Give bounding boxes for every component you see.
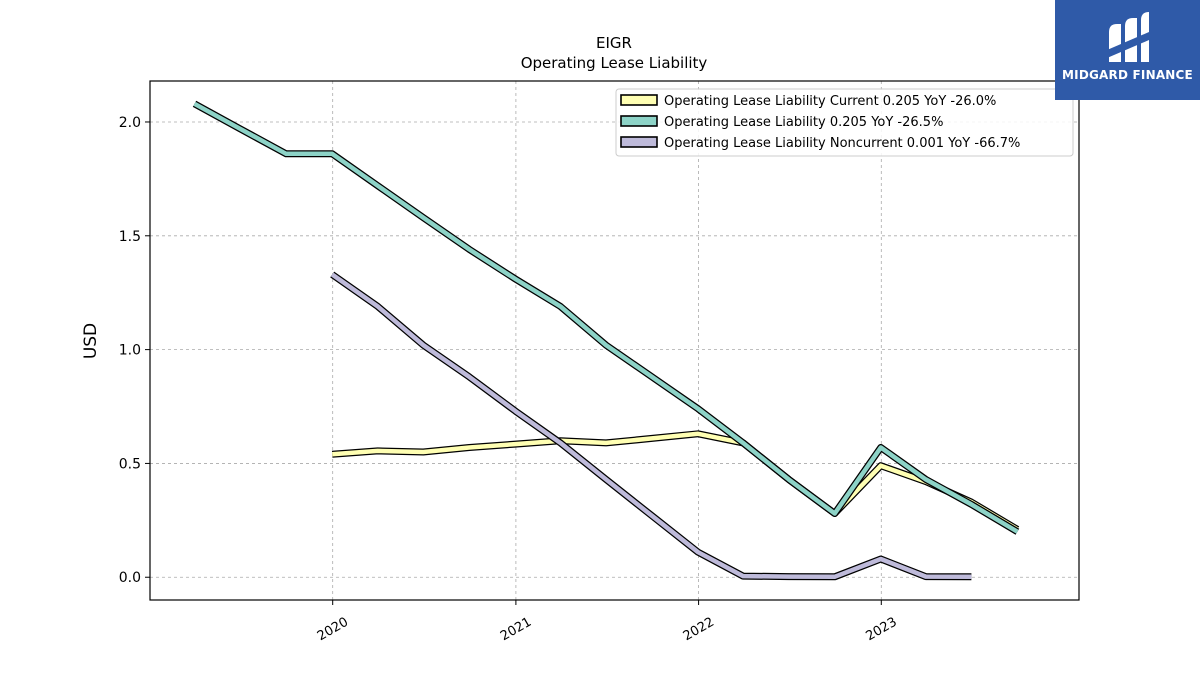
legend-swatch <box>620 136 658 148</box>
legend-entry: Operating Lease Liability 0.205 YoY -26.… <box>664 115 943 130</box>
series-line-2 <box>192 100 1020 535</box>
x-tick-label: 2020 <box>315 615 351 645</box>
plot-frame <box>149 80 1080 601</box>
y-tick-label: 1.0 <box>119 343 141 359</box>
x-tick-label: 2021 <box>498 615 534 645</box>
x-tick-label: 2023 <box>863 615 899 645</box>
series-stroke <box>330 272 972 580</box>
axis-ticks: 0.0 0.5 1.0 1.5 2.0 2020 2021 2022 2023 <box>119 115 900 644</box>
chart-subtitle: Operating Lease Liability <box>521 54 708 72</box>
legend: Operating Lease Liability Current 0.205 … <box>615 88 1074 157</box>
chart-title: EIGR <box>596 34 632 52</box>
legend-swatch <box>620 94 658 106</box>
y-tick-label: 2.0 <box>119 115 141 131</box>
logo-text: MIDGARD FINANCE <box>1062 68 1193 82</box>
brand-logo: MIDGARD FINANCE <box>1055 0 1200 100</box>
series-line-3 <box>330 271 972 581</box>
series-outline <box>331 430 1020 533</box>
legend-swatch <box>620 115 658 127</box>
legend-entry: Operating Lease Liability Current 0.205 … <box>664 94 996 109</box>
y-axis-label: USD <box>81 323 101 359</box>
series-stroke <box>332 431 1019 532</box>
legend-box <box>615 88 1074 157</box>
series-lines <box>192 100 1020 581</box>
series-stroke <box>193 101 1019 534</box>
logo-mark-icon <box>1107 12 1149 62</box>
y-tick-label: 0.5 <box>119 456 141 472</box>
y-tick-label: 1.5 <box>119 229 141 245</box>
series-outline <box>330 271 972 581</box>
series-line-1 <box>331 430 1020 533</box>
grid <box>150 81 1079 600</box>
y-tick-label: 0.0 <box>119 570 141 586</box>
legend-entry: Operating Lease Liability Noncurrent 0.0… <box>664 136 1020 151</box>
x-tick-label: 2022 <box>681 615 717 645</box>
